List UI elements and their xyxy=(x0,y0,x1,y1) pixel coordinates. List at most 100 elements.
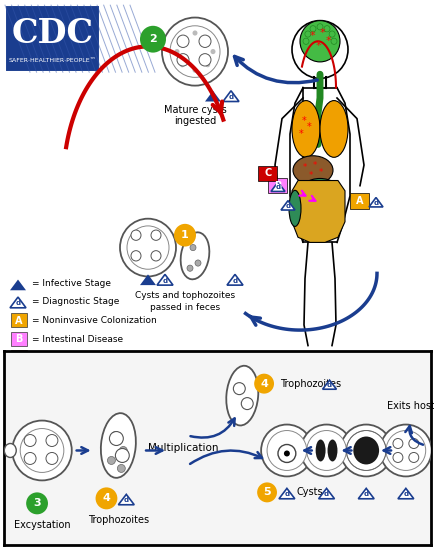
Text: *: * xyxy=(315,42,320,52)
Text: C: C xyxy=(15,353,23,363)
Circle shape xyxy=(95,487,117,509)
Text: d: d xyxy=(326,383,331,389)
Circle shape xyxy=(131,230,141,241)
Circle shape xyxy=(192,31,197,36)
Text: = Extraintestinal Disease: = Extraintestinal Disease xyxy=(32,353,147,362)
Polygon shape xyxy=(397,488,413,499)
Text: Exits host: Exits host xyxy=(386,401,434,410)
Text: 2: 2 xyxy=(149,34,157,44)
Circle shape xyxy=(283,450,289,456)
Text: 5: 5 xyxy=(263,487,270,498)
Polygon shape xyxy=(318,488,334,499)
Circle shape xyxy=(205,36,210,41)
FancyBboxPatch shape xyxy=(11,313,27,327)
Circle shape xyxy=(170,26,220,77)
Text: C: C xyxy=(264,168,271,178)
Polygon shape xyxy=(227,275,243,285)
Circle shape xyxy=(115,448,129,463)
Circle shape xyxy=(177,35,188,48)
Circle shape xyxy=(198,35,210,48)
Text: 4: 4 xyxy=(102,493,110,504)
Ellipse shape xyxy=(4,443,16,458)
Text: Mature cysts: Mature cysts xyxy=(163,105,226,115)
Circle shape xyxy=(194,260,201,266)
Polygon shape xyxy=(140,275,156,285)
Text: d: d xyxy=(228,94,233,100)
Text: *: * xyxy=(308,171,312,180)
Circle shape xyxy=(198,54,210,66)
Ellipse shape xyxy=(315,439,325,461)
Text: d: d xyxy=(15,300,20,306)
Text: *: * xyxy=(309,31,314,41)
Circle shape xyxy=(117,465,125,472)
Polygon shape xyxy=(10,297,26,308)
Circle shape xyxy=(300,425,352,476)
Text: Cysts: Cysts xyxy=(296,487,323,498)
Polygon shape xyxy=(358,488,373,499)
Text: = Infective Stage: = Infective Stage xyxy=(32,279,111,288)
Polygon shape xyxy=(157,275,173,285)
Text: d: d xyxy=(232,278,237,283)
Text: CDC: CDC xyxy=(11,17,93,50)
Text: *: * xyxy=(306,122,311,132)
Text: ingested: ingested xyxy=(174,116,216,125)
Text: A: A xyxy=(355,196,363,206)
Circle shape xyxy=(46,453,58,465)
Circle shape xyxy=(392,438,402,448)
Circle shape xyxy=(408,438,418,448)
Text: d: d xyxy=(284,492,289,498)
Circle shape xyxy=(192,67,197,73)
Text: B: B xyxy=(15,334,23,344)
Circle shape xyxy=(20,429,64,472)
Text: *: * xyxy=(301,116,306,125)
Circle shape xyxy=(151,230,161,241)
Polygon shape xyxy=(118,494,134,505)
Ellipse shape xyxy=(101,413,135,478)
Text: Excystation: Excystation xyxy=(14,520,70,530)
Circle shape xyxy=(46,435,58,447)
Circle shape xyxy=(127,226,169,269)
Circle shape xyxy=(12,420,72,481)
Text: *: * xyxy=(319,28,324,38)
Ellipse shape xyxy=(291,101,319,157)
Text: Multiplication: Multiplication xyxy=(147,443,217,454)
Circle shape xyxy=(345,431,385,470)
Polygon shape xyxy=(223,91,238,101)
Circle shape xyxy=(24,453,36,465)
Ellipse shape xyxy=(180,232,209,279)
Circle shape xyxy=(304,31,310,37)
Circle shape xyxy=(205,62,210,67)
Circle shape xyxy=(190,244,196,250)
Ellipse shape xyxy=(288,190,300,226)
FancyBboxPatch shape xyxy=(11,332,27,346)
Text: d: d xyxy=(323,492,329,498)
Polygon shape xyxy=(368,197,382,207)
Circle shape xyxy=(107,456,115,465)
Text: d: d xyxy=(123,498,128,504)
Circle shape xyxy=(241,398,253,409)
Circle shape xyxy=(233,383,245,395)
Text: passed in feces: passed in feces xyxy=(150,303,220,312)
Text: *: * xyxy=(312,161,316,169)
Circle shape xyxy=(151,250,161,261)
Circle shape xyxy=(119,447,127,454)
Circle shape xyxy=(26,493,48,515)
Circle shape xyxy=(253,374,273,393)
Polygon shape xyxy=(270,182,284,191)
FancyBboxPatch shape xyxy=(11,350,27,364)
Circle shape xyxy=(161,18,227,85)
Text: *: * xyxy=(318,168,322,177)
Polygon shape xyxy=(291,180,344,242)
Text: Trophozoites: Trophozoites xyxy=(279,379,340,389)
Circle shape xyxy=(260,425,312,476)
Text: d: d xyxy=(372,200,378,206)
Text: B: B xyxy=(274,181,281,191)
Ellipse shape xyxy=(298,179,340,209)
Text: SAFER·HEALTHIER·PEOPLE™: SAFER·HEALTHIER·PEOPLE™ xyxy=(9,58,96,62)
Ellipse shape xyxy=(327,439,337,461)
Circle shape xyxy=(306,431,345,470)
Circle shape xyxy=(187,265,193,271)
Circle shape xyxy=(131,250,141,261)
Text: Trophozoites: Trophozoites xyxy=(88,515,148,526)
Circle shape xyxy=(174,49,179,54)
